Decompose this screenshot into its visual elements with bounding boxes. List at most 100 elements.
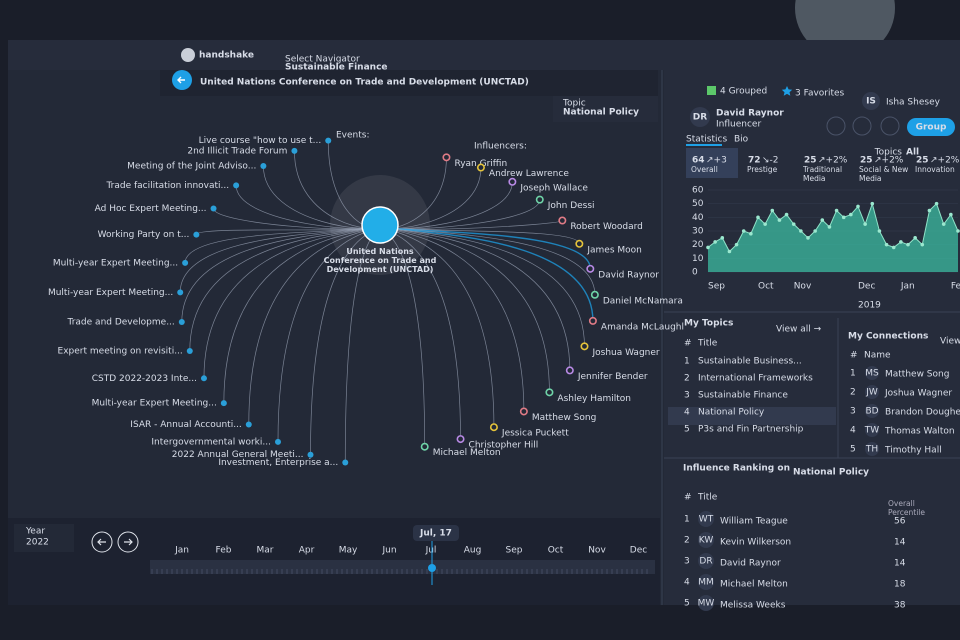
influencer-node[interactable] xyxy=(565,366,574,375)
topics-value[interactable]: All xyxy=(906,148,919,158)
event-label[interactable]: Intergovernmental worki... xyxy=(151,437,271,447)
influencer-node[interactable] xyxy=(442,153,451,162)
topic-select[interactable] xyxy=(553,96,658,122)
influencer-label[interactable]: Christopher Hill xyxy=(469,441,539,451)
action-button[interactable] xyxy=(880,116,900,136)
connection-name[interactable]: Joshua Wagner xyxy=(884,389,952,399)
topic-title[interactable]: International Frameworks xyxy=(698,374,813,384)
view-all[interactable]: View all → xyxy=(776,325,822,335)
navigator-value[interactable]: Sustainable Finance xyxy=(285,63,388,73)
influencer-node[interactable] xyxy=(586,264,595,273)
influencer-node[interactable] xyxy=(575,239,584,248)
month-label[interactable]: Jun xyxy=(381,546,396,556)
event-node[interactable] xyxy=(307,451,314,458)
influencer-node[interactable] xyxy=(588,316,597,325)
tab[interactable]: Bio xyxy=(734,135,749,145)
event-label[interactable]: 2nd Illicit Trade Forum xyxy=(187,146,287,156)
ranking-name[interactable]: Michael Melton xyxy=(720,580,788,590)
connection-name[interactable]: Timothy Hall xyxy=(884,446,942,456)
influencer-label[interactable]: Joseph Wallace xyxy=(519,183,588,193)
influencer-node[interactable] xyxy=(508,177,517,186)
influencer-node[interactable] xyxy=(476,163,485,172)
event-node[interactable] xyxy=(342,459,349,466)
month-label[interactable]: Oct xyxy=(548,546,564,556)
event-label[interactable]: Investment, Enterprise a... xyxy=(218,458,338,468)
event-node[interactable] xyxy=(210,205,217,212)
influencer-label[interactable]: Amanda McLaughl xyxy=(601,322,684,332)
month-label[interactable]: Feb xyxy=(216,546,232,556)
influencer-label[interactable]: David Raynor xyxy=(598,270,659,280)
event-node[interactable] xyxy=(245,421,252,428)
year-value[interactable]: 2022 xyxy=(26,538,49,548)
connection-name[interactable]: Matthew Song xyxy=(885,370,949,380)
user-name[interactable]: Isha Shesey xyxy=(886,98,941,108)
action-button[interactable] xyxy=(852,116,872,136)
influencer-label[interactable]: Matthew Song xyxy=(532,413,596,423)
month-label[interactable]: Jul xyxy=(425,546,437,556)
influencer-label[interactable]: Jennifer Bender xyxy=(577,372,648,382)
event-label[interactable]: Ad Hoc Expert Meeting... xyxy=(95,204,207,214)
topic-title[interactable]: Sustainable Finance xyxy=(698,391,788,401)
topic-title[interactable]: National Policy xyxy=(698,408,765,418)
event-label[interactable]: ISAR - Annual Accounti... xyxy=(130,420,241,430)
month-label[interactable]: Jan xyxy=(174,546,189,556)
view-all[interactable]: View xyxy=(940,337,960,347)
center-node[interactable] xyxy=(361,206,399,244)
influencer-label[interactable]: Joshua Wagner xyxy=(591,348,659,358)
influencer-node[interactable] xyxy=(580,342,589,351)
influencer-node[interactable] xyxy=(489,423,498,432)
event-node[interactable] xyxy=(291,147,298,154)
event-label[interactable]: Multi-year Expert Meeting... xyxy=(48,288,173,298)
event-node[interactable] xyxy=(177,289,184,296)
topic-title[interactable]: P3s and Fin Partnership xyxy=(698,425,804,435)
influencer-node[interactable] xyxy=(456,435,465,444)
topic-title[interactable]: Sustainable Business... xyxy=(698,357,802,367)
event-node[interactable] xyxy=(182,259,189,266)
influencer-node[interactable] xyxy=(420,442,429,451)
event-label[interactable]: Working Party on t... xyxy=(98,230,190,240)
event-label[interactable]: Trade facilitation innovati... xyxy=(105,181,229,191)
group-button[interactable] xyxy=(907,118,955,136)
ranking-name[interactable]: William Teague xyxy=(720,517,788,527)
month-label[interactable]: Mar xyxy=(257,546,274,556)
influencer-label[interactable]: Ashley Hamilton xyxy=(557,394,631,404)
event-node[interactable] xyxy=(200,375,207,382)
action-button[interactable] xyxy=(826,116,846,136)
ranking-name[interactable]: Melissa Weeks xyxy=(720,601,786,611)
playhead-knob[interactable] xyxy=(428,564,436,572)
influencer-label[interactable]: James Moon xyxy=(586,245,642,255)
event-label[interactable]: 2022 Annual General Meeti... xyxy=(172,450,304,460)
month-label[interactable]: May xyxy=(339,546,358,556)
influencer-node[interactable] xyxy=(558,216,567,225)
favorites[interactable]: 3 Favorites xyxy=(795,89,845,99)
influencer-node[interactable] xyxy=(545,388,554,397)
influencer-label[interactable]: Andrew Lawrence xyxy=(489,169,569,179)
ranking-name[interactable]: David Raynor xyxy=(720,559,781,569)
event-node[interactable] xyxy=(233,182,240,189)
ranking-topic[interactable]: National Policy xyxy=(793,468,869,478)
influencer-label[interactable]: Michael Melton xyxy=(433,448,501,458)
influencer-label[interactable]: Jessica Puckett xyxy=(501,429,569,439)
event-label[interactable]: CSTD 2022-2023 Inte... xyxy=(92,374,197,384)
event-label[interactable]: Expert meeting on revisiti... xyxy=(58,346,183,356)
event-label[interactable]: Meeting of the Joint Adviso... xyxy=(127,161,256,171)
influencer-label[interactable]: John Dessi xyxy=(547,201,595,211)
influencer-node[interactable] xyxy=(590,290,599,299)
influencer-node[interactable] xyxy=(535,195,544,204)
month-label[interactable]: Sep xyxy=(506,546,523,556)
tab[interactable]: Statistics xyxy=(686,135,727,145)
month-label[interactable]: Dec xyxy=(630,546,647,556)
month-label[interactable]: Nov xyxy=(588,546,606,556)
event-node[interactable] xyxy=(274,438,281,445)
event-node[interactable] xyxy=(186,347,193,354)
event-node[interactable] xyxy=(193,231,200,238)
event-label[interactable]: Trade and Developme... xyxy=(67,318,175,328)
connection-name[interactable]: Thomas Walton xyxy=(884,427,955,437)
influencer-label[interactable]: Robert Woodard xyxy=(570,222,643,232)
event-label[interactable]: Live course "how to use t... xyxy=(199,136,322,146)
month-label[interactable]: Apr xyxy=(299,546,315,556)
influencer-node[interactable] xyxy=(519,407,528,416)
event-node[interactable] xyxy=(220,400,227,407)
grouped[interactable]: 4 Grouped xyxy=(720,87,767,97)
event-label[interactable]: Multi-year Expert Meeting... xyxy=(53,258,178,268)
